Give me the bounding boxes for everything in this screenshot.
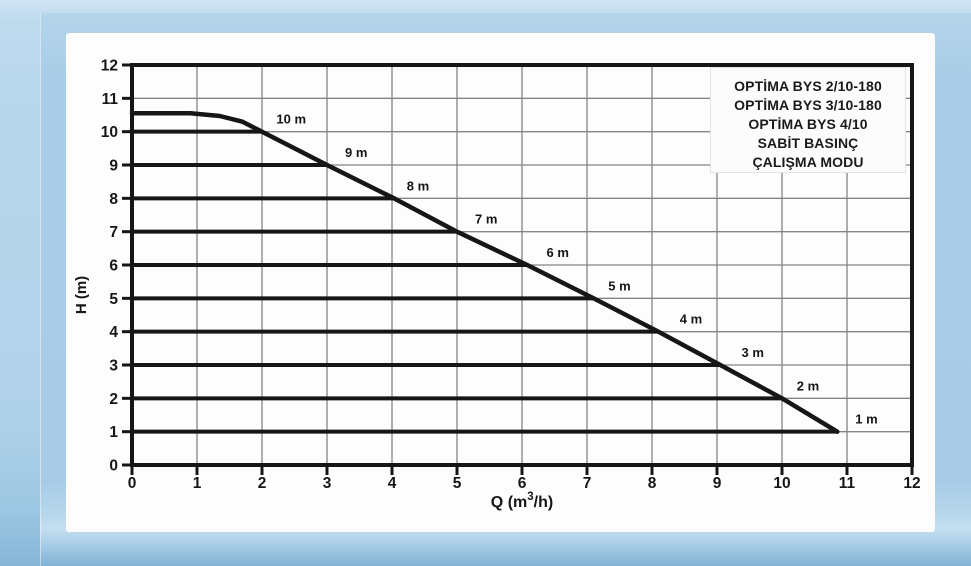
- x-tick-label: 2: [258, 475, 267, 492]
- pressure-line-label: 3 m: [742, 345, 764, 360]
- x-tick-label: 1: [193, 475, 202, 492]
- legend-line-mode-2: ÇALIŞMA MODU: [752, 154, 864, 170]
- x-tick-label: 4: [388, 475, 397, 492]
- pump-curve-chart: 10 m9 m8 m7 m6 m5 m4 m3 m2 m1 m012345678…: [73, 58, 921, 512]
- legend-line-model-3: OPTİMA BYS 4/10: [748, 116, 868, 132]
- x-tick-label: 6: [518, 475, 527, 492]
- x-tick-label: 12: [903, 475, 920, 492]
- pressure-line-label: 4 m: [680, 312, 702, 327]
- pressure-line-label: 8 m: [407, 178, 429, 193]
- x-tick-label: 0: [128, 475, 137, 492]
- y-tick-label: 7: [109, 224, 118, 241]
- legend-line-mode-1: SABİT BASINÇ: [757, 135, 859, 151]
- x-tick-label: 3: [323, 475, 332, 492]
- x-tick-label: 9: [713, 475, 722, 492]
- pressure-line-label: 2 m: [797, 378, 819, 393]
- x-tick-label: 10: [773, 475, 790, 492]
- y-tick-label: 12: [101, 58, 118, 75]
- y-tick-label: 2: [109, 391, 118, 408]
- y-tick-label: 1: [109, 424, 118, 441]
- pressure-line-label: 6 m: [547, 245, 569, 260]
- x-tick-label: 8: [648, 475, 657, 492]
- y-tick-label: 8: [109, 191, 118, 208]
- y-tick-label: 0: [109, 458, 118, 475]
- x-tick-label: 5: [453, 475, 462, 492]
- y-axis-title: H (m): [73, 276, 90, 314]
- y-tick-label: 6: [109, 258, 118, 275]
- y-tick-label: 4: [109, 324, 118, 341]
- legend-box: OPTİMA BYS 2/10-180 OPTİMA BYS 3/10-180 …: [710, 67, 906, 173]
- pressure-line-label: 5 m: [608, 278, 630, 293]
- y-tick-label: 10: [101, 124, 118, 141]
- legend-line-model-1: OPTİMA BYS 2/10-180: [734, 78, 882, 94]
- pump-curve: [129, 111, 840, 434]
- chart-border: [130, 63, 914, 467]
- pressure-line-label: 1 m: [855, 412, 877, 427]
- y-tick-label: 5: [109, 291, 118, 308]
- pressure-line-label: 7 m: [475, 212, 497, 227]
- x-tick-label: 11: [839, 475, 856, 492]
- x-axis-title: Q (m3/h): [491, 491, 553, 511]
- y-tick-label: 11: [102, 91, 119, 108]
- pressure-line-label: 9 m: [345, 145, 367, 160]
- x-tick-label: 7: [583, 475, 592, 492]
- y-tick-label: 9: [109, 158, 118, 175]
- pressure-line-label: 10 m: [276, 112, 306, 127]
- legend-line-model-2: OPTİMA BYS 3/10-180: [734, 97, 882, 113]
- y-tick-label: 3: [109, 358, 118, 375]
